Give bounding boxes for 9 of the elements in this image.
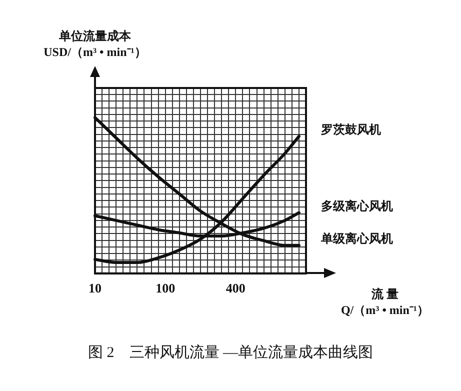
x-tick-label: 100: [156, 280, 176, 296]
series-label: 罗茨鼓风机: [320, 122, 381, 136]
x-tick-label: 10: [88, 280, 102, 296]
series-label: 单级离心风机: [320, 231, 393, 246]
x-tick-label: 400: [226, 280, 246, 296]
y-axis-title: 单位流量成本 USD/（m³ • min⁻¹）: [42, 28, 148, 60]
x-axis-title: 流 量 Q/（m³ • min⁻¹）: [340, 286, 430, 318]
series-label: 多级离心风机: [321, 198, 393, 213]
text: 图 2 三种风机流量 —单位流量成本曲线图: [87, 345, 374, 361]
